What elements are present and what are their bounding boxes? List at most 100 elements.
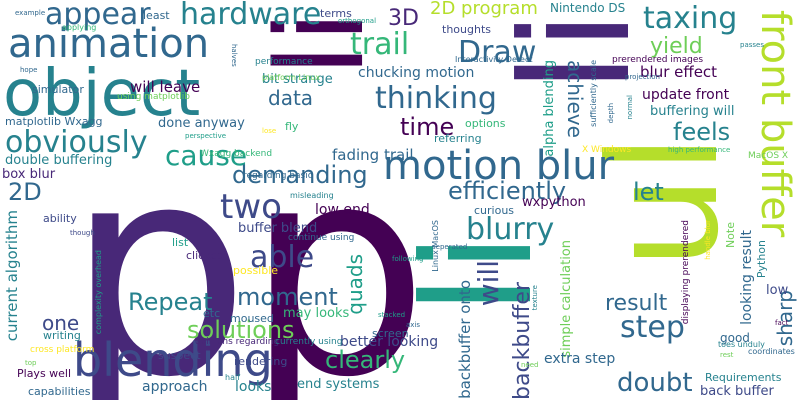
word: double buffering <box>5 153 113 168</box>
word: will leave <box>130 78 201 96</box>
word: fly <box>285 120 299 133</box>
word: currently using <box>275 337 343 347</box>
word: Interactivity Detect <box>455 55 533 64</box>
word: data <box>268 86 314 110</box>
word: hardware <box>180 0 322 32</box>
word: front buffer <box>752 10 798 238</box>
word: let <box>633 178 664 206</box>
word: demanding <box>232 161 368 189</box>
word: capabilities <box>28 385 91 398</box>
word: continue using <box>288 233 355 243</box>
word: referring <box>434 132 482 145</box>
word: fact <box>775 319 789 327</box>
word: end systems <box>297 377 380 392</box>
word: approach <box>142 379 208 395</box>
word: lose <box>262 127 277 135</box>
word: projection <box>625 73 660 81</box>
word: cross platform <box>30 345 95 355</box>
word: back buffer <box>700 384 774 399</box>
word: depth <box>607 103 615 124</box>
word: misleading <box>290 191 334 200</box>
word: displaying prerendered <box>681 220 691 325</box>
word: prerendered images <box>612 55 704 65</box>
word: screen <box>372 327 409 340</box>
word: chucking motion <box>358 65 475 81</box>
word: halves <box>230 44 238 67</box>
word: clicked <box>186 249 224 262</box>
word: etc <box>203 307 221 320</box>
word: passes <box>740 41 764 49</box>
word: wxpython <box>522 195 586 210</box>
word: step <box>620 310 685 345</box>
word: blurry <box>466 212 555 247</box>
word: Nintendo DS <box>550 1 626 15</box>
word: half <box>225 373 241 382</box>
word: Requirements <box>705 371 782 384</box>
word: will <box>472 260 505 307</box>
word: using matplotlib <box>117 92 190 102</box>
word: curious <box>474 204 515 217</box>
word: one <box>42 311 80 335</box>
word: least <box>143 9 170 22</box>
word: Draw <box>458 35 537 70</box>
word: platform Linux <box>262 73 321 82</box>
word: looking result <box>739 230 755 325</box>
word: yield <box>650 34 703 59</box>
word: may looks <box>283 306 350 321</box>
word: clearly <box>325 346 406 374</box>
word: orthogonal <box>338 17 377 25</box>
word: writing <box>43 329 81 342</box>
word: backbuffer onto <box>456 280 474 399</box>
word: options <box>465 117 506 130</box>
word: terms <box>320 7 352 20</box>
word: regarding basic <box>243 171 313 181</box>
word: extra step <box>544 351 616 367</box>
word: alpha blending <box>542 60 557 157</box>
word: taxing <box>643 1 738 36</box>
word: feels <box>673 118 731 146</box>
word: trail <box>350 27 410 62</box>
word: Note <box>724 222 737 249</box>
word: texture <box>531 285 539 311</box>
word: moment <box>237 283 338 311</box>
word: cause <box>165 139 248 172</box>
word: perspective <box>185 132 227 140</box>
word: thoughts <box>442 23 491 36</box>
word: two <box>220 187 282 227</box>
word: thinking <box>375 81 497 116</box>
word: example <box>15 9 46 17</box>
word: fading trail <box>332 146 414 164</box>
word: low end <box>315 202 370 218</box>
word: obviously <box>5 125 148 160</box>
word: suspect <box>158 349 201 362</box>
word: current algorithm <box>3 210 21 342</box>
word: moused <box>230 312 274 325</box>
word: matplotlib Wxagg <box>5 115 103 128</box>
word: axis <box>406 321 421 329</box>
word: good <box>720 331 750 345</box>
word: rendering <box>234 355 288 368</box>
word: ability <box>43 212 77 225</box>
word: 3D <box>388 6 419 31</box>
word: looks <box>235 379 272 395</box>
word: doubt <box>617 368 693 398</box>
word: coordinates <box>748 347 795 356</box>
word: efficiently <box>448 177 567 205</box>
word: p <box>66 104 251 400</box>
word: stacked <box>378 311 406 319</box>
word: result <box>605 291 668 316</box>
word: rest <box>720 351 734 359</box>
word: hope <box>20 66 38 74</box>
word: blending <box>73 333 273 387</box>
word: normal <box>626 95 634 120</box>
word: MacOS X <box>748 151 789 161</box>
word: 2D program <box>430 0 538 19</box>
word: Repeat <box>128 288 213 316</box>
word: top <box>25 359 37 367</box>
word: appear <box>45 0 151 32</box>
word: Python <box>755 240 768 279</box>
word: high performance <box>668 146 731 154</box>
word: low <box>766 283 789 298</box>
word: update front <box>642 87 730 103</box>
word: p <box>245 104 430 400</box>
